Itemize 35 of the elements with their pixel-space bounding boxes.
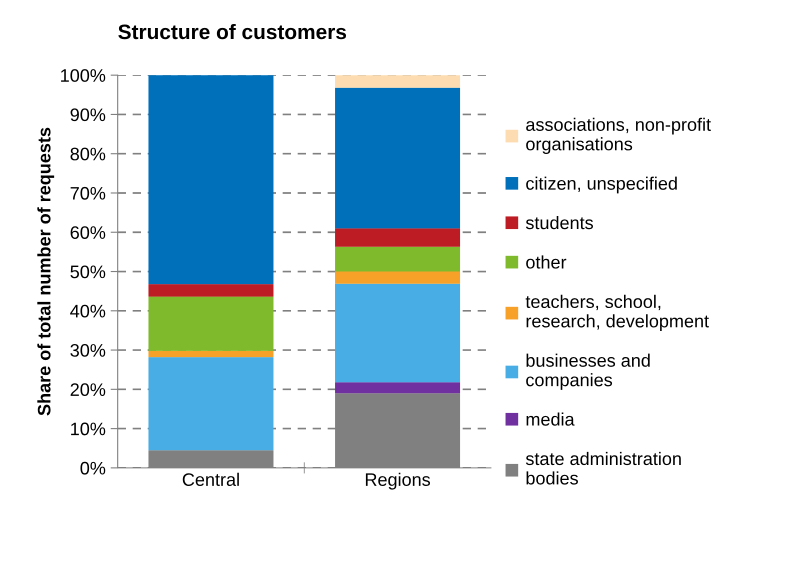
bar: [335, 88, 460, 228]
legend-label: citizen, unspecified: [526, 176, 677, 194]
bar: [148, 284, 274, 297]
chart-title: Structure of customers: [118, 24, 346, 40]
y-tick-label: 0%: [80, 462, 106, 475]
y-tick-label: 80%: [70, 148, 106, 160]
y-tick-label: 100%: [61, 69, 106, 82]
bar: [148, 357, 274, 450]
y-tick-label: 40%: [70, 304, 106, 318]
y-tick-label: 90%: [70, 108, 106, 122]
y-tick-label: 70%: [70, 186, 106, 200]
legend-label: businesses and companies: [526, 354, 650, 390]
x-tick-label: Central: [182, 472, 239, 486]
legend-label: teachers, school, research, development: [526, 294, 709, 332]
legend-label: state administration bodies: [526, 452, 681, 485]
bar: [148, 350, 274, 358]
legend-label: other: [526, 255, 566, 269]
y-tick-label: 20%: [70, 383, 106, 396]
y-axis-title: Share of total number of requests: [37, 128, 54, 416]
bar: [335, 382, 460, 394]
y-tick-label: 60%: [70, 226, 106, 239]
legend-label: associations, non-profit organisations: [526, 118, 711, 154]
legend-label: students: [526, 216, 594, 230]
bar: [335, 228, 460, 247]
bar: [335, 75, 460, 88]
bar: [335, 246, 460, 272]
bar: [335, 284, 460, 382]
y-tick-label: 10%: [71, 422, 106, 436]
y-tick-label: 30%: [70, 344, 106, 357]
x-tick-label: Regions: [366, 472, 430, 490]
bar: [148, 75, 274, 284]
legend-label: media: [526, 412, 575, 426]
y-tick-label: 50%: [70, 265, 106, 278]
bar: [335, 272, 460, 284]
bar: [148, 296, 274, 351]
